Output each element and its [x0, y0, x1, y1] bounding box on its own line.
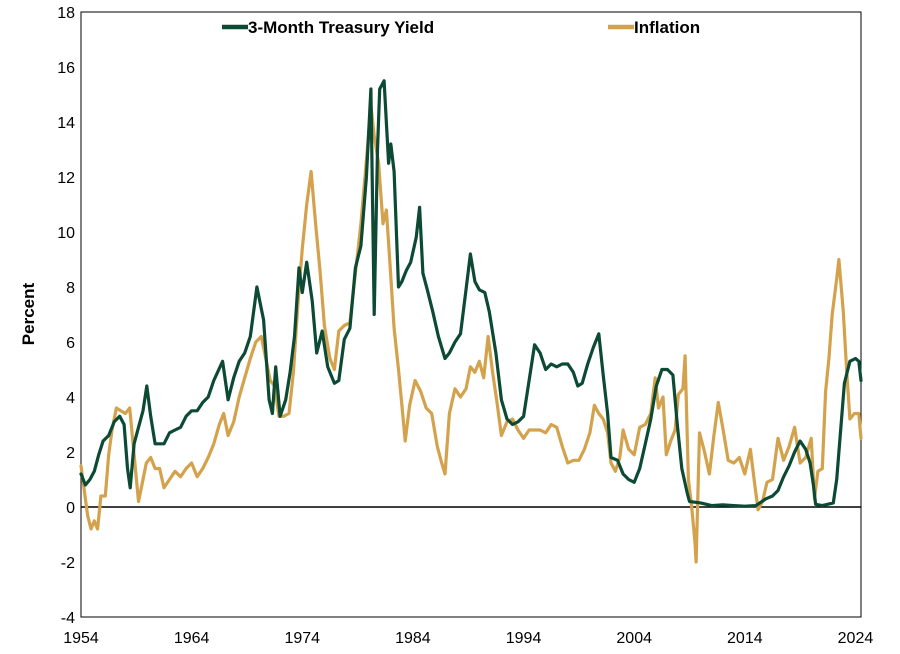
- legend-label-treasury: 3-Month Treasury Yield: [248, 18, 434, 37]
- y-tick-label: 6: [66, 335, 75, 352]
- x-tick-label: 1994: [506, 630, 542, 647]
- inflation-line: [79, 103, 863, 564]
- x-tick-label: 1954: [63, 630, 99, 647]
- plot-frame: [80, 11, 862, 618]
- y-tick-label: 12: [57, 170, 75, 187]
- x-tick-label: 2024: [838, 630, 874, 647]
- y-tick-label: 14: [57, 115, 75, 132]
- y-tick-label: 2: [66, 445, 75, 462]
- y-tick-label: 4: [66, 390, 75, 407]
- y-tick-label: 0: [66, 500, 75, 517]
- legend: 3-Month Treasury Yield Inflation: [222, 18, 700, 37]
- treasury-yield-line: [79, 79, 863, 508]
- series-lines: [79, 79, 863, 564]
- y-tick-label: 8: [66, 280, 75, 297]
- y-tick-label: 16: [57, 60, 75, 77]
- x-axis: 1954 1964 1974 1984 1994 2004 2014 2024: [63, 630, 873, 647]
- x-tick-label: 1974: [284, 630, 320, 647]
- x-tick-label: 1964: [174, 630, 210, 647]
- x-tick-label: 2014: [727, 630, 763, 647]
- y-tick-label: 18: [57, 5, 75, 22]
- y-tick-label: -4: [61, 610, 75, 627]
- legend-label-inflation: Inflation: [634, 18, 700, 37]
- y-tick-label: 10: [57, 225, 75, 242]
- y-axis: -4 -2 0 2 4 6 8 10 12 14 16 18: [57, 5, 75, 627]
- y-axis-label: Percent: [19, 282, 38, 345]
- y-tick-label: -2: [61, 555, 75, 572]
- x-tick-label: 2004: [616, 630, 652, 647]
- plot-area: [80, 11, 862, 618]
- x-tick-label: 1984: [395, 630, 431, 647]
